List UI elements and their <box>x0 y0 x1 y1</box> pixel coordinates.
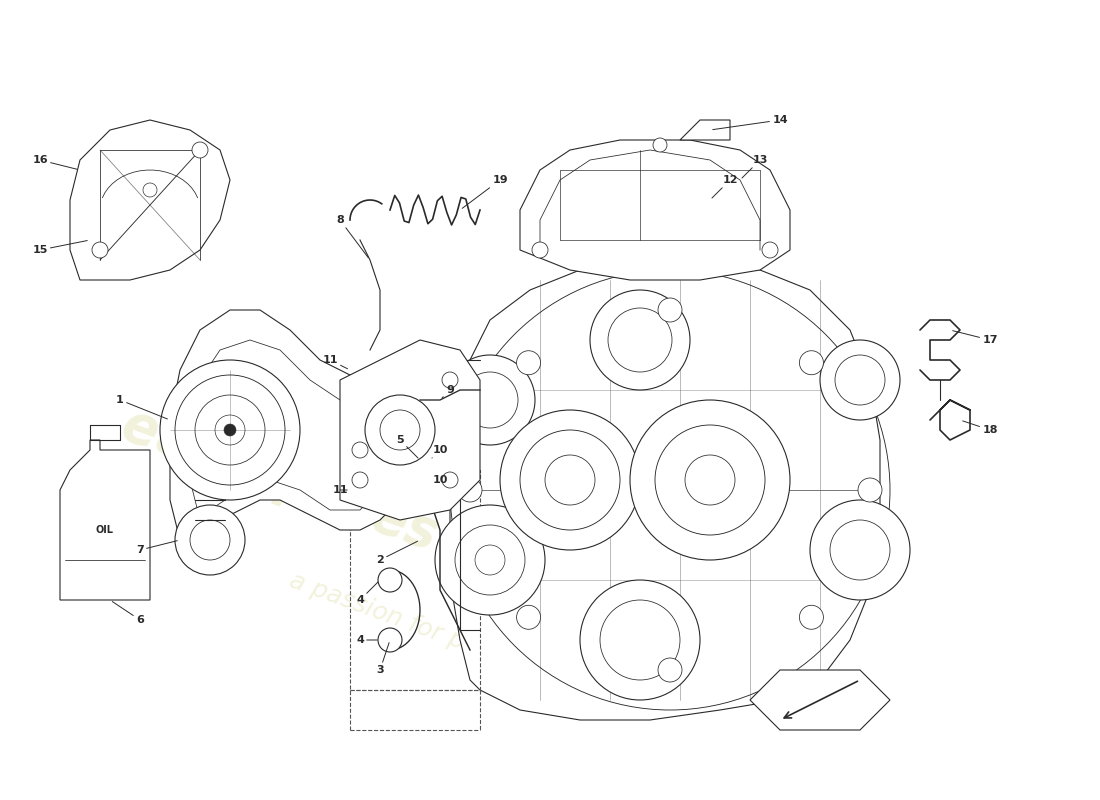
Text: 14: 14 <box>713 115 788 130</box>
Circle shape <box>195 395 265 465</box>
Circle shape <box>190 520 230 560</box>
Circle shape <box>378 628 402 652</box>
Polygon shape <box>60 440 150 600</box>
Circle shape <box>352 442 368 458</box>
Circle shape <box>653 138 667 152</box>
Circle shape <box>608 308 672 372</box>
Text: 10: 10 <box>432 475 448 485</box>
Circle shape <box>160 360 300 500</box>
Circle shape <box>462 372 518 428</box>
Text: 13: 13 <box>742 155 768 178</box>
Circle shape <box>630 400 790 560</box>
Circle shape <box>544 455 595 505</box>
Circle shape <box>580 580 700 700</box>
Text: 4: 4 <box>356 582 378 605</box>
Circle shape <box>455 525 525 595</box>
Text: 8: 8 <box>337 215 368 258</box>
Circle shape <box>820 340 900 420</box>
Circle shape <box>810 500 910 600</box>
Circle shape <box>434 505 544 615</box>
Polygon shape <box>340 340 480 520</box>
Polygon shape <box>190 340 390 520</box>
Text: 10: 10 <box>432 445 448 458</box>
Text: 11: 11 <box>322 355 348 369</box>
Text: 3: 3 <box>376 642 389 675</box>
Circle shape <box>175 375 285 485</box>
Circle shape <box>458 478 482 502</box>
Polygon shape <box>450 260 880 720</box>
Circle shape <box>532 242 548 258</box>
Text: 7: 7 <box>136 541 177 555</box>
Text: 4: 4 <box>356 635 377 645</box>
Text: OIL: OIL <box>96 525 114 535</box>
Circle shape <box>192 142 208 158</box>
Polygon shape <box>520 140 790 280</box>
Circle shape <box>517 606 540 630</box>
Circle shape <box>224 424 236 436</box>
Text: 2: 2 <box>376 542 418 565</box>
Text: 11: 11 <box>332 485 348 495</box>
Circle shape <box>352 472 368 488</box>
Polygon shape <box>680 120 730 140</box>
Text: 6: 6 <box>112 602 144 625</box>
Circle shape <box>520 430 620 530</box>
Circle shape <box>517 350 540 374</box>
Circle shape <box>378 568 402 592</box>
Text: eurospares: eurospares <box>114 398 446 562</box>
Circle shape <box>475 545 505 575</box>
Text: 15: 15 <box>32 241 87 255</box>
Circle shape <box>762 242 778 258</box>
Text: 5: 5 <box>396 435 418 458</box>
Text: 16: 16 <box>32 155 77 170</box>
Text: a passion for parts: a passion for parts <box>286 569 514 671</box>
Circle shape <box>442 372 458 388</box>
Circle shape <box>800 606 824 630</box>
Circle shape <box>214 415 245 445</box>
Circle shape <box>654 425 764 535</box>
Text: 18: 18 <box>962 421 998 435</box>
Polygon shape <box>170 310 420 540</box>
Circle shape <box>143 183 157 197</box>
Circle shape <box>442 472 458 488</box>
Circle shape <box>446 355 535 445</box>
Circle shape <box>800 350 824 374</box>
Circle shape <box>365 395 435 465</box>
Circle shape <box>830 520 890 580</box>
Text: 12: 12 <box>712 175 738 198</box>
Circle shape <box>500 410 640 550</box>
Circle shape <box>379 410 420 450</box>
Polygon shape <box>750 670 890 730</box>
Polygon shape <box>70 120 230 280</box>
Text: 1: 1 <box>117 395 167 419</box>
Text: 19: 19 <box>462 175 508 208</box>
Circle shape <box>175 505 245 575</box>
Circle shape <box>685 455 735 505</box>
Text: 1185: 1185 <box>735 492 825 548</box>
Circle shape <box>858 478 882 502</box>
Circle shape <box>835 355 886 405</box>
Circle shape <box>600 600 680 680</box>
Text: 17: 17 <box>953 330 998 345</box>
Circle shape <box>92 242 108 258</box>
Circle shape <box>658 658 682 682</box>
Text: 9: 9 <box>442 385 454 398</box>
Circle shape <box>658 298 682 322</box>
Circle shape <box>590 290 690 390</box>
